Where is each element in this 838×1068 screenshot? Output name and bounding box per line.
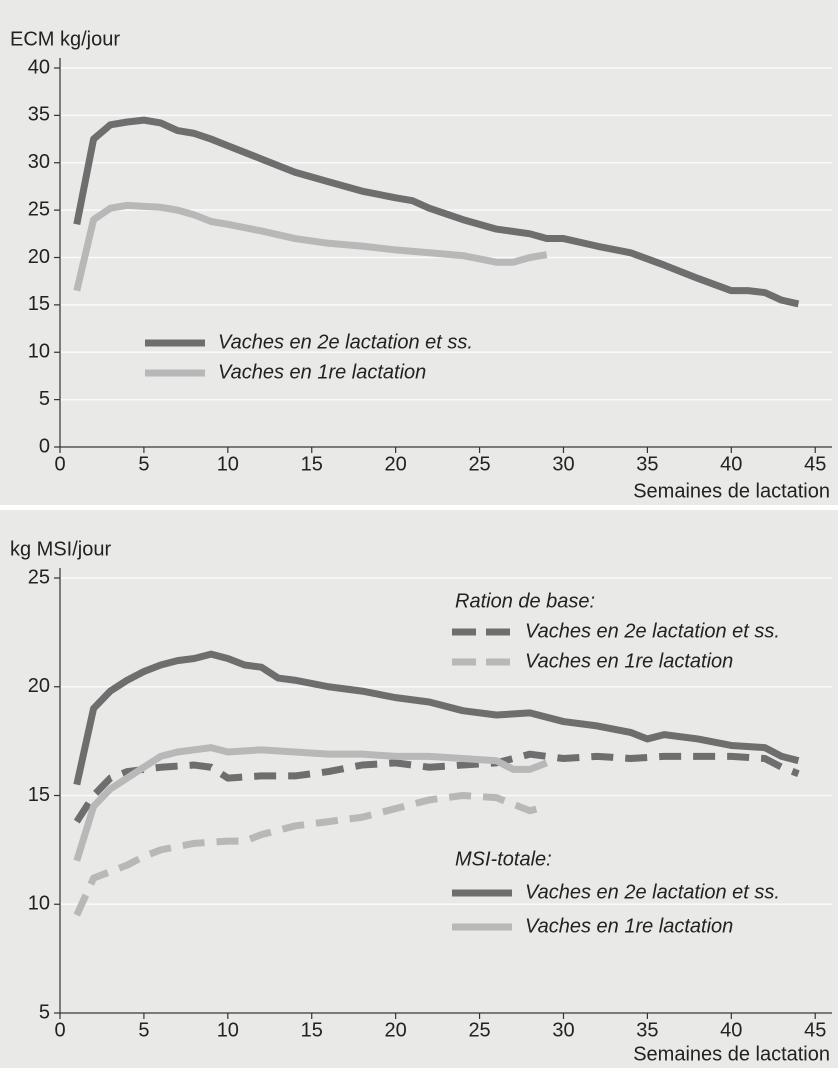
x-tick-label: 45 xyxy=(804,1019,826,1041)
legend-label: Vaches en 1re lactation xyxy=(525,650,733,672)
line-series xyxy=(73,744,548,862)
x-tick-label: 10 xyxy=(217,1019,239,1041)
x-tick-label: 0 xyxy=(54,453,65,475)
y-axis-label: ECM kg/jour xyxy=(10,28,120,50)
x-tick-label: 5 xyxy=(138,1019,149,1041)
x-tick-label: 40 xyxy=(720,453,742,475)
y-tick-label: 25 xyxy=(28,198,50,220)
x-tick-label: 35 xyxy=(636,453,658,475)
legend-label: Vaches en 2e lactation et ss. xyxy=(218,331,473,353)
y-tick-label: 10 xyxy=(28,893,50,915)
x-tick-label: 15 xyxy=(301,1019,323,1041)
x-tick-label: 30 xyxy=(552,1019,574,1041)
x-tick-label: 10 xyxy=(217,453,239,475)
y-tick-label: 20 xyxy=(28,675,50,697)
y-tick-label: 0 xyxy=(39,435,50,457)
y-tick-label: 30 xyxy=(28,151,50,173)
line-series xyxy=(73,116,800,308)
line-series xyxy=(73,750,800,824)
y-tick-label: 40 xyxy=(28,56,50,78)
legend-label: Vaches en 2e lactation et ss. xyxy=(525,881,780,903)
y-tick-label: 25 xyxy=(28,566,50,588)
x-tick-label: 20 xyxy=(385,453,407,475)
x-axis-label: Semaines de lactation xyxy=(633,1043,830,1065)
line-series xyxy=(73,650,800,786)
y-tick-label: 15 xyxy=(28,784,50,806)
legend-label: Vaches en 1re lactation xyxy=(218,361,426,383)
y-axis-label: kg MSI/jour xyxy=(10,538,111,560)
y-tick-label: 15 xyxy=(28,293,50,315)
panel xyxy=(0,510,838,1068)
legend-label: Vaches en 1re lactation xyxy=(525,915,733,937)
line-series xyxy=(73,201,548,292)
y-tick-label: 10 xyxy=(28,341,50,363)
x-tick-label: 35 xyxy=(636,1019,658,1041)
legend-title: Ration de base: xyxy=(455,590,595,612)
x-tick-label: 25 xyxy=(468,1019,490,1041)
legend-label: Vaches en 2e lactation et ss. xyxy=(525,620,780,642)
x-axis-label: Semaines de lactation xyxy=(633,480,830,502)
x-tick-label: 30 xyxy=(552,453,574,475)
x-tick-label: 5 xyxy=(138,453,149,475)
x-tick-label: 45 xyxy=(804,453,826,475)
x-tick-label: 40 xyxy=(720,1019,742,1041)
x-tick-label: 0 xyxy=(54,1019,65,1041)
y-tick-label: 20 xyxy=(28,246,50,268)
y-tick-label: 5 xyxy=(39,1001,50,1023)
x-tick-label: 20 xyxy=(385,1019,407,1041)
x-tick-label: 15 xyxy=(301,453,323,475)
legend-title: MSI-totale: xyxy=(455,848,552,870)
y-tick-label: 35 xyxy=(28,104,50,126)
x-tick-label: 25 xyxy=(468,453,490,475)
line-series xyxy=(73,792,548,917)
y-tick-label: 5 xyxy=(39,388,50,410)
